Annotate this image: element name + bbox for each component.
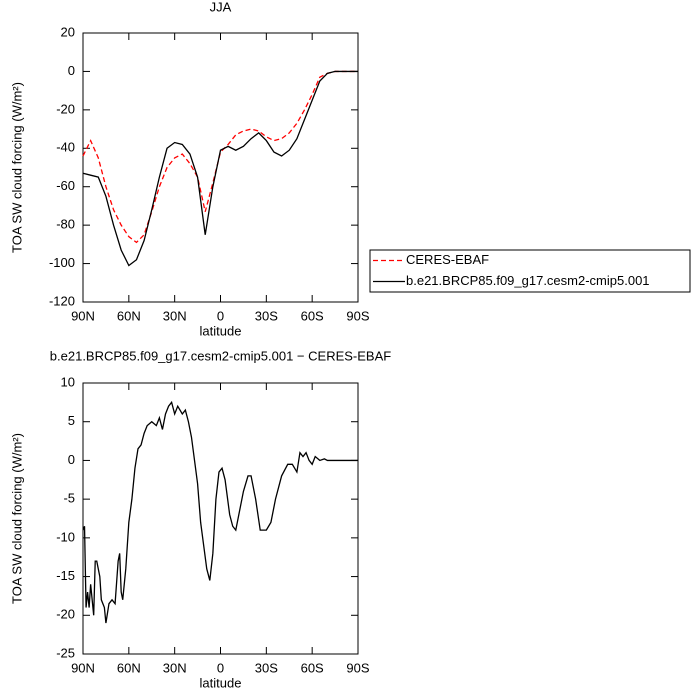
x-axis-label: latitude [200, 675, 242, 690]
x-tick-label: 30N [163, 660, 187, 675]
x-tick-label: 60N [117, 308, 141, 323]
y-tick-label: -60 [56, 178, 75, 193]
y-tick-label: -10 [56, 529, 75, 544]
x-tick-label: 60S [301, 660, 324, 675]
x-tick-label: 60N [117, 660, 141, 675]
legend-box [369, 249, 691, 293]
y-tick-label: 5 [68, 413, 75, 428]
y-tick-label: -5 [63, 491, 75, 506]
x-tick-label: 90S [346, 308, 369, 323]
y-axis-label: TOA SW cloud forcing (W/m²) [9, 82, 24, 253]
y-tick-label: 10 [61, 374, 75, 389]
y-axis-label: TOA SW cloud forcing (W/m²) [9, 433, 24, 604]
y-tick-label: -80 [56, 217, 75, 232]
y-tick-label: 20 [61, 24, 75, 39]
data-line [82, 70, 358, 244]
y-tick-label: -25 [56, 645, 75, 660]
x-tick-label: 90N [71, 308, 95, 323]
y-tick-label: -15 [56, 568, 75, 583]
legend-label: CERES-EBAF [406, 252, 489, 267]
y-tick-label: -40 [56, 140, 75, 155]
y-tick-label: 0 [68, 452, 75, 467]
x-tick-label: 60S [301, 308, 324, 323]
plot-frame [82, 382, 359, 655]
data-line [82, 400, 358, 624]
y-tick-label: 0 [68, 63, 75, 78]
x-tick-label: 0 [217, 660, 224, 675]
y-tick-label: -100 [49, 255, 75, 270]
data-line [82, 70, 358, 267]
legend-label: b.e21.BRCP85.f09_g17.cesm2-cmip5.001 [406, 273, 650, 288]
x-tick-label: 30S [255, 308, 278, 323]
x-tick-label: 30N [163, 308, 187, 323]
x-tick-label: 90N [71, 660, 95, 675]
y-tick-label: -20 [56, 607, 75, 622]
x-tick-label: 90S [346, 660, 369, 675]
x-tick-label: 0 [217, 308, 224, 323]
y-tick-label: -120 [49, 293, 75, 308]
chart-title: JJA [210, 0, 232, 14]
x-tick-label: 30S [255, 660, 278, 675]
x-axis-label: latitude [200, 323, 242, 338]
chart-title: b.e21.BRCP85.f09_g17.cesm2-cmip5.001 − C… [50, 348, 391, 363]
y-tick-label: -20 [56, 101, 75, 116]
plot-frame [82, 32, 359, 303]
